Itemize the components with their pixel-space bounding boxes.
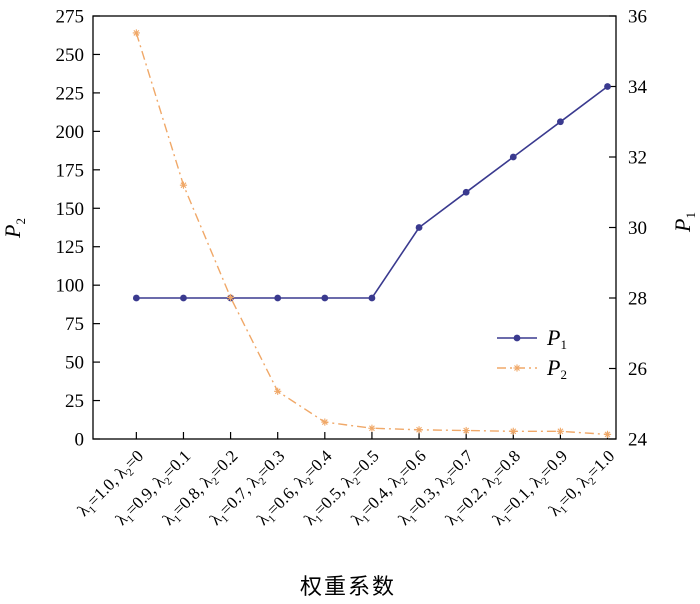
y-left-tick-label: 150 [56, 199, 85, 220]
series-point-p1 [462, 188, 470, 196]
legend-marker [513, 334, 521, 342]
y-left-tick-label: 75 [65, 314, 84, 335]
series-point-p1 [132, 294, 140, 302]
series-point-p2 [321, 418, 329, 426]
plot-frame [92, 15, 617, 440]
series-point-p1 [321, 294, 329, 302]
series-point-p2 [603, 430, 612, 438]
series-point-p2 [415, 426, 423, 434]
series-point-p2 [509, 427, 517, 435]
y-left-tick-label: 0 [75, 430, 85, 451]
y-left-axis-title: P2 [0, 218, 28, 239]
legend-label: P2 [546, 355, 567, 382]
y-left-tick-label: 50 [65, 353, 84, 374]
series-point-p1 [509, 153, 517, 161]
y-right-axis-title: P1 [670, 212, 698, 233]
y-left-tick-label: 275 [56, 7, 85, 28]
series-point-p1 [180, 294, 187, 302]
series-point-p1 [557, 118, 564, 126]
y-left-tick-label: 25 [65, 391, 84, 412]
y-left-tick-label: 125 [56, 237, 85, 258]
series-point-p1 [274, 294, 282, 302]
series-point-p1 [368, 294, 376, 302]
series-point-p2 [556, 427, 565, 435]
y-right-tick-label: 28 [628, 289, 647, 310]
series-point-p2 [274, 387, 282, 395]
series-point-p1 [415, 224, 423, 231]
series-line-p2 [135, 32, 608, 436]
y-left-tick-label: 200 [56, 122, 85, 143]
y-right-tick-label: 34 [628, 77, 648, 98]
y-left-tick-label: 175 [56, 160, 85, 181]
y-left-tick-label: 225 [56, 83, 85, 104]
series-line-p1 [136, 85, 608, 299]
series-point-p2 [226, 293, 235, 302]
legend-marker [513, 364, 521, 372]
x-axis-title: 权重系数 [300, 575, 396, 600]
series-point-p2 [462, 426, 470, 435]
series-point-p1 [604, 83, 611, 90]
series-point-p2 [132, 29, 140, 37]
series-point-p2 [368, 424, 376, 432]
y-right-tick-label: 36 [628, 7, 647, 28]
y-right-tick-label: 24 [628, 430, 648, 451]
y-left-tick-label: 250 [56, 45, 85, 66]
y-right-tick-label: 26 [628, 359, 647, 380]
series-point-p2 [179, 181, 188, 189]
y-right-tick-label: 32 [628, 148, 647, 169]
y-right-tick-label: 30 [628, 218, 647, 239]
legend-label: P1 [546, 325, 567, 352]
y-left-tick-label: 100 [56, 276, 85, 297]
